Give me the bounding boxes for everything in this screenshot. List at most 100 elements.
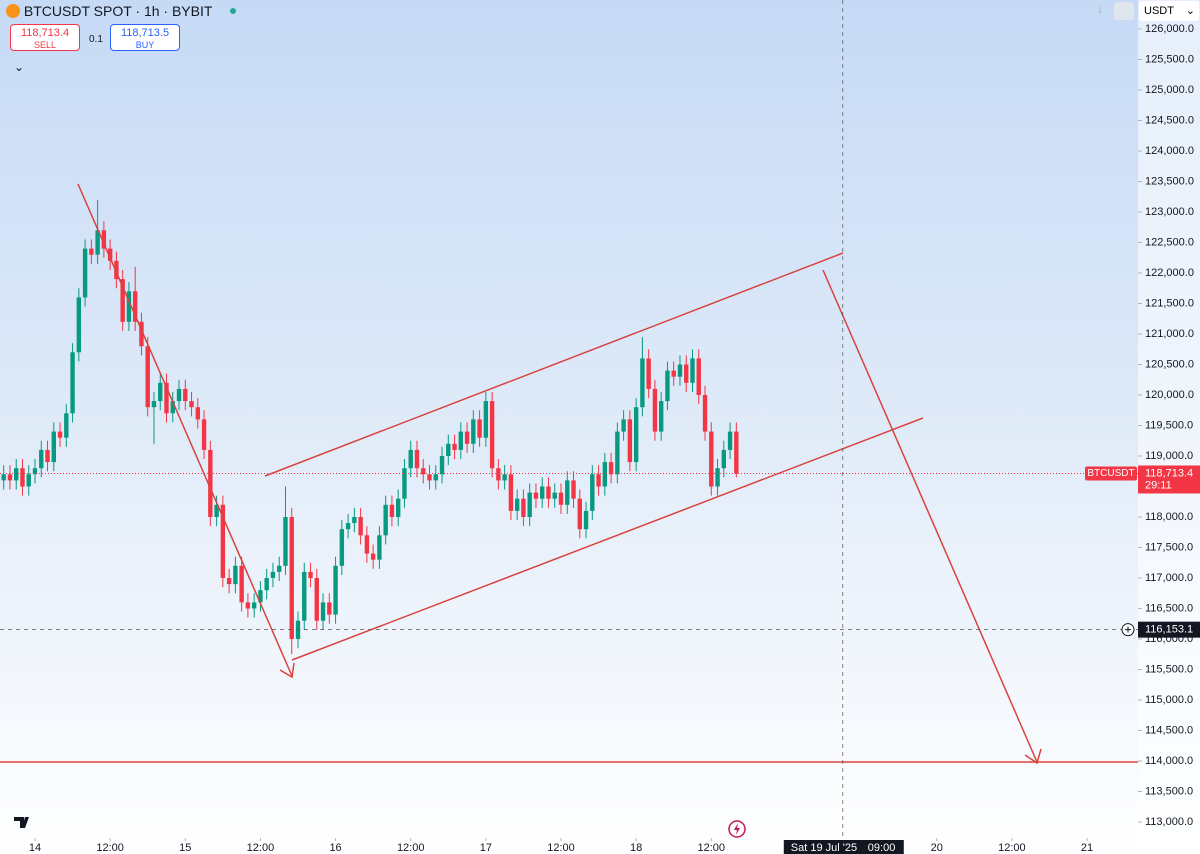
candle-body [126,291,132,322]
candle-body [327,602,332,615]
y-tick-label: 115,500.0 [1145,663,1193,675]
collapse-toggle[interactable]: ⌄ [14,60,25,74]
last-price-tag [1138,465,1200,494]
y-tick-label: 124,000.0 [1145,145,1194,157]
symbol-title[interactable]: BTCUSDT SPOT · 1h · BYBIT [23,3,213,19]
y-tick-label: 116,500.0 [1145,602,1193,614]
last-price-label: 118,713.4 [1145,467,1193,479]
symbol-tag [1085,466,1137,481]
candle-body [640,358,645,408]
sell-button[interactable]: 118,713.4 SELL [10,24,80,51]
candle-body [302,571,307,621]
candles [1,199,739,655]
candle-body [427,474,432,481]
plus-icon [1125,626,1131,633]
candle-body [220,504,226,578]
market-status [230,8,237,14]
compare-button[interactable] [1114,2,1134,20]
candle-body [283,517,288,566]
y-tick-label: 121,500.0 [1145,297,1194,309]
buy-button[interactable]: 118,713.5 BUY [110,24,180,51]
x-tick-label: 21 [1081,842,1093,854]
y-tick-label: 125,000.0 [1145,84,1194,96]
candle-body [684,364,689,383]
candle-body [646,358,651,389]
x-tick-label: 12:00 [247,842,275,854]
crosshair-time-tag [783,840,904,854]
candle-body [364,535,370,554]
candle-body [358,517,363,536]
candle-body [677,364,683,377]
candle-body [565,480,570,505]
candle-body [114,260,119,280]
y-tick-label: 125,500.0 [1145,53,1194,65]
candle-body [452,443,457,450]
x-tick-label: 12:00 [547,842,575,854]
candle-body [527,492,532,517]
candle-body [489,401,495,469]
x-tick-label: 20 [931,842,943,854]
candle-body [633,407,639,463]
candle-body [32,468,38,475]
candle-body [270,571,276,578]
buy-price: 118,713.5 [120,27,170,39]
candle-body [514,498,520,511]
trend-line [77,183,293,677]
candle-body [414,449,420,469]
candle-body [421,468,426,475]
y-tick-label: 123,000.0 [1145,206,1194,218]
candle-body [721,449,727,469]
candle-body [139,321,144,347]
candle-body [458,431,464,450]
candle-body [377,535,382,560]
y-tick-label: 113,500.0 [1145,785,1193,797]
coin-icon [6,4,20,18]
candle-body [471,419,476,444]
candle-body [277,565,282,572]
currency-select[interactable]: USDT ⌄ [1139,1,1199,21]
y-tick-label: 121,000.0 [1145,328,1194,340]
candle-body [208,449,213,517]
candle-body [95,230,100,255]
candle-body [320,602,326,621]
candle-body [176,388,182,402]
candle-body [446,443,451,456]
candle-body [702,395,708,432]
candle-body [183,388,188,402]
candle-body [671,370,676,377]
y-tick-label: 117,500.0 [1145,541,1193,553]
candle-body [496,468,501,481]
candle-body [226,578,232,585]
candle-body [132,291,138,322]
candle-body [508,474,514,511]
candle-body [615,431,620,475]
candle-body [239,565,244,603]
crosshair-price-label: 116,153.1 [1145,624,1193,636]
x-tick-label: 14 [29,842,41,854]
candle-body [158,382,163,402]
price-axis-bg [1138,0,1200,854]
candle-body [26,474,31,487]
x-tick-label: 12:00 [96,842,124,854]
candle-body [82,248,88,298]
lightning-icon[interactable] [728,820,746,838]
candle-body [120,279,125,322]
y-tick-label: 114,000.0 [1145,755,1193,767]
candle-body [89,248,94,255]
drawings [0,183,1138,765]
candle-body [546,486,551,499]
candle-body [715,468,720,487]
scroll-down[interactable]: ↓ [1097,2,1103,16]
x-tick-label: 12:00 [698,842,726,854]
logo-shape [14,817,29,828]
candle-body [558,492,564,505]
y-tick-label: 118,000.0 [1145,511,1193,523]
symbol-tag-text: BTCUSDT [1087,468,1134,479]
candle-body [577,498,582,530]
candle-body [383,504,388,536]
arrow-head [279,662,295,679]
spread: 0.1 [89,34,103,45]
candle-body [164,382,169,414]
arrow-head [1024,748,1042,765]
